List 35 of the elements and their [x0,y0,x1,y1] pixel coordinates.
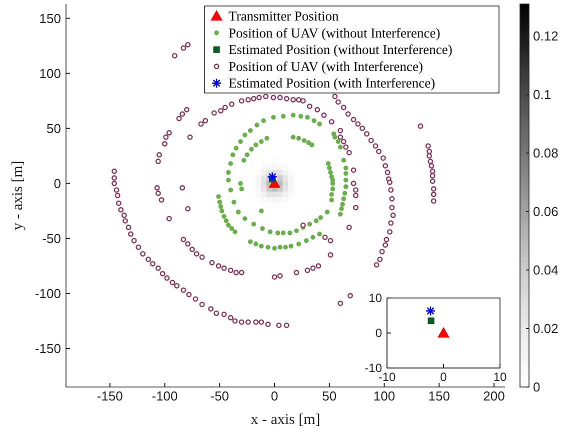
y-tick-label: -150 [34,340,61,356]
legend-label: Transmitter Position [228,8,339,24]
point [425,306,436,316]
x-tick-label: 50 [322,388,337,404]
point [438,327,450,338]
color-bar-label: 0.08 [533,146,558,161]
y-tick-label: -50 [42,230,61,246]
x-tick-label: 200 [483,388,505,404]
y-tick-label: 0 [54,176,61,191]
color-bar-label: 0.06 [533,204,558,220]
x-tick-label: -100 [152,388,178,404]
y-tick-label: 150 [39,10,61,26]
color-bar-label: 0.1 [533,87,552,102]
legend-label: Position of UAV (without Interference) [228,25,440,40]
x-tick-label: -50 [210,388,230,404]
y-tick-label: 10 [368,291,382,305]
y-tick-label: 0 [375,326,382,340]
y-tick-label: -100 [34,286,61,301]
y-tick-label: -10 [364,361,382,375]
color-bar-label: 0.04 [533,262,558,278]
y-axis-title: y - axis [m] [10,160,26,230]
x-tick-label: 150 [428,388,450,404]
color-bar-label: 0.02 [533,321,558,336]
x-tick-label: 10 [493,370,507,384]
color-bar-label: 0.12 [533,28,558,44]
legend-label: Estimated Position (without Interference) [228,42,452,58]
y-tick-label: 100 [39,66,61,81]
x-tick-label: 0 [440,370,448,384]
x-tick-label: -150 [96,388,123,404]
point [428,317,434,324]
x-axis-title: x - axis [m] [250,412,320,428]
legend-label: Position of UAV (with Interference) [228,58,424,74]
x-tick-label: 0 [270,388,278,404]
y-tick-label: 50 [46,120,61,136]
legend-label: Estimated Position (with Interference) [228,76,436,91]
